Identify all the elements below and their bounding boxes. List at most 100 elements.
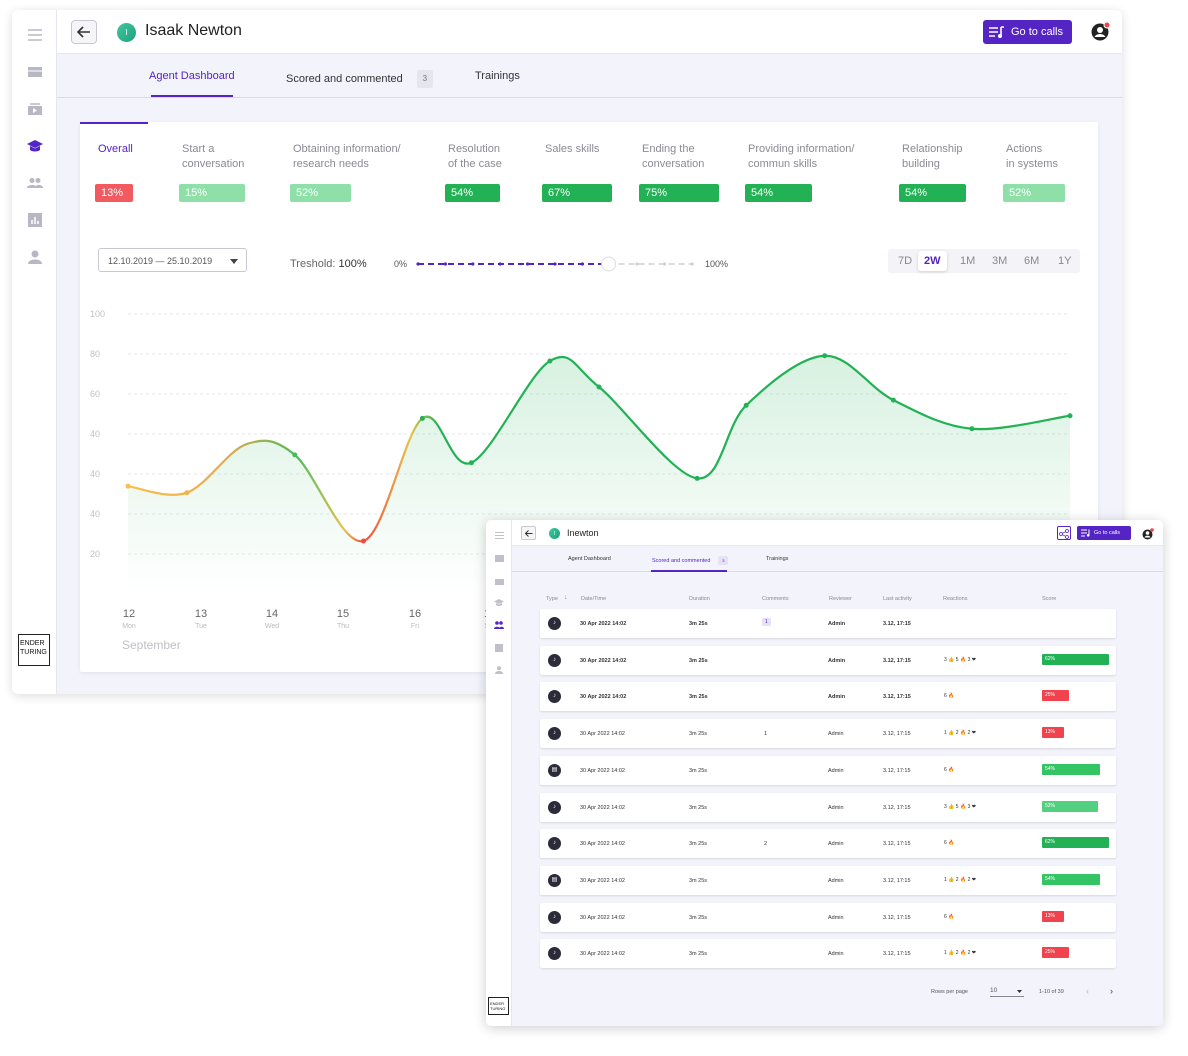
tab-agent-dashboard[interactable]: Agent Dashboard — [149, 70, 235, 82]
calls-window: ENDER TURING I Inewton Go to calls Agent… — [486, 520, 1163, 1026]
avatar: I — [117, 23, 136, 42]
analytics-icon[interactable] — [494, 643, 504, 653]
category-label[interactable]: Resolution of the case — [448, 142, 502, 172]
user-icon[interactable] — [494, 665, 504, 675]
media-icon[interactable] — [26, 100, 44, 118]
period-3m[interactable]: 3M — [992, 255, 1007, 267]
x-tick-weekday: Thu — [328, 623, 358, 630]
account-settings-icon[interactable] — [1142, 527, 1154, 545]
period-6m[interactable]: 6M — [1024, 255, 1039, 267]
reactions-cell: 1 👍 2 🔥 2 ❤ — [944, 877, 976, 883]
score-bar: 62% — [1042, 837, 1109, 848]
account-settings-icon[interactable] — [1091, 22, 1111, 47]
table-row[interactable]: ▤ 30 Apr 2022 14:02 3m 25s Admin 3.12, 17:15… — [540, 866, 1116, 895]
threshold-slider[interactable] — [414, 255, 700, 273]
comments-cell: 1 — [764, 731, 767, 737]
slider-step — [663, 262, 666, 265]
duration-cell: 3m 25s — [689, 841, 707, 847]
column-header[interactable]: Comments — [762, 596, 789, 602]
category-label[interactable]: Providing information/ commun skills — [748, 142, 854, 172]
table-row[interactable]: ♪ 30 Apr 2022 14:02 3m 25s Admin 3.12, 17:15… — [540, 646, 1116, 675]
table-row[interactable]: ♪ 30 Apr 2022 14:02 3m 25s Admin 3.12, 17:15… — [540, 682, 1116, 711]
threshold-caption: Treshold: — [290, 258, 335, 270]
analytics-icon[interactable] — [26, 211, 44, 229]
pagination-range: 1-10 of 39 — [1039, 989, 1064, 995]
active-tab-indicator — [151, 95, 233, 97]
column-header[interactable]: Duration — [689, 596, 710, 602]
reviewer-cell: Admin — [828, 915, 844, 921]
category-label[interactable]: Start a conversation — [182, 142, 244, 172]
menu-icon[interactable] — [494, 530, 504, 540]
table-row[interactable]: ♪ 30 Apr 2022 14:02 3m 25s 1 Admin 3.12, 17:1… — [540, 609, 1116, 638]
back-button[interactable] — [521, 526, 536, 540]
share-button[interactable] — [1057, 526, 1071, 540]
tab-trainings[interactable]: Trainings — [766, 556, 788, 562]
table-row[interactable]: ♪ 30 Apr 2022 14:02 3m 25s 1 Admin 3.12, 17:1… — [540, 719, 1116, 748]
column-header[interactable]: Score — [1042, 596, 1056, 602]
table-row[interactable]: ♪ 30 Apr 2022 14:02 3m 25s Admin 3.12, 17:15… — [540, 903, 1116, 932]
slider-step — [690, 262, 693, 265]
duration-cell: 3m 25s — [689, 878, 707, 884]
dashboard-icon[interactable] — [26, 63, 44, 81]
category-label[interactable]: Ending the conversation — [642, 142, 704, 172]
date-range-select[interactable]: 12.10.2019 — 25.10.2019 — [98, 248, 247, 272]
last-activity-cell: 3.12, 17:15 — [883, 951, 911, 957]
score-bar: 54% — [1042, 764, 1100, 775]
slider-step — [499, 262, 502, 265]
tab-trainings[interactable]: Trainings — [475, 70, 520, 82]
rows-per-page-select[interactable]: 10 — [990, 987, 1024, 997]
y-tick-label: 40 — [90, 429, 100, 439]
active-tab-indicator — [651, 570, 727, 572]
period-2w[interactable]: 2W — [918, 251, 947, 271]
x-tick-label: 13 — [186, 608, 216, 620]
table-row[interactable]: ♪ 30 Apr 2022 14:02 3m 25s Admin 3.12, 17:15… — [540, 939, 1116, 968]
column-header[interactable]: Reactions — [943, 596, 967, 602]
tab-scored-and-commented[interactable]: Scored and commented 3 — [652, 556, 728, 565]
go-to-calls-button[interactable]: Go to calls — [983, 20, 1072, 44]
category-label[interactable]: Actions in systems — [1006, 142, 1058, 172]
media-icon[interactable] — [494, 576, 504, 586]
period-7d[interactable]: 7D — [898, 255, 912, 267]
sort-arrow-icon[interactable]: ↓ — [564, 594, 568, 601]
date-cell: 30 Apr 2022 14:02 — [580, 768, 625, 774]
reactions-cell: 1 👍 2 🔥 2 ❤ — [944, 950, 976, 956]
period-1y[interactable]: 1Y — [1058, 255, 1071, 267]
reviewer-cell: Admin — [828, 805, 844, 811]
column-header[interactable]: Date/Time — [581, 596, 606, 602]
column-header[interactable]: Type — [546, 596, 558, 602]
agents-icon[interactable] — [26, 174, 44, 192]
column-header[interactable]: Last activity — [883, 596, 912, 602]
date-cell: 30 Apr 2022 14:02 — [580, 658, 626, 664]
tab-scored-and-commented[interactable]: Scored and commented 3 — [286, 70, 433, 88]
data-point — [547, 358, 552, 363]
dashboard-icon[interactable] — [494, 553, 504, 563]
training-icon[interactable] — [26, 137, 44, 155]
duration-cell: 3m 25s — [689, 621, 708, 627]
reactions-cell: 1 👍 2 🔥 2 ❤ — [944, 730, 976, 736]
count-badge: 3 — [718, 556, 728, 565]
data-point — [891, 398, 896, 403]
back-button[interactable] — [71, 20, 97, 44]
slider-step — [636, 262, 639, 265]
agents-icon[interactable] — [494, 620, 504, 630]
reviewer-cell: Admin — [828, 878, 844, 884]
rows-per-page-label: Rows per page — [931, 989, 968, 995]
category-label[interactable]: Sales skills — [545, 142, 599, 157]
category-label[interactable]: Obtaining information/ research needs — [293, 142, 401, 172]
training-icon[interactable] — [494, 598, 504, 608]
user-icon[interactable] — [26, 248, 44, 266]
top-bar: I Isaak Newton Go to calls — [57, 10, 1122, 54]
next-page-icon[interactable]: › — [1110, 986, 1113, 996]
prev-page-icon[interactable]: ‹ — [1086, 986, 1089, 996]
column-header[interactable]: Reviewer — [829, 596, 852, 602]
go-to-calls-button[interactable]: Go to calls — [1077, 526, 1131, 540]
category-label[interactable]: Relationship building — [902, 142, 963, 172]
table-row[interactable]: ▤ 30 Apr 2022 14:02 3m 25s Admin 3.12, 17:15… — [540, 756, 1116, 785]
category-label[interactable]: Overall — [98, 142, 133, 157]
table-row[interactable]: ♪ 30 Apr 2022 14:02 3m 25s 2 Admin 3.12, 17:1… — [540, 829, 1116, 858]
last-activity-cell: 3.12, 17:15 — [883, 694, 911, 700]
tab-agent-dashboard[interactable]: Agent Dashboard — [568, 556, 611, 562]
menu-icon[interactable] — [26, 26, 44, 44]
period-1m[interactable]: 1M — [960, 255, 975, 267]
table-row[interactable]: ♪ 30 Apr 2022 14:02 3m 25s Admin 3.12, 17:15… — [540, 793, 1116, 822]
